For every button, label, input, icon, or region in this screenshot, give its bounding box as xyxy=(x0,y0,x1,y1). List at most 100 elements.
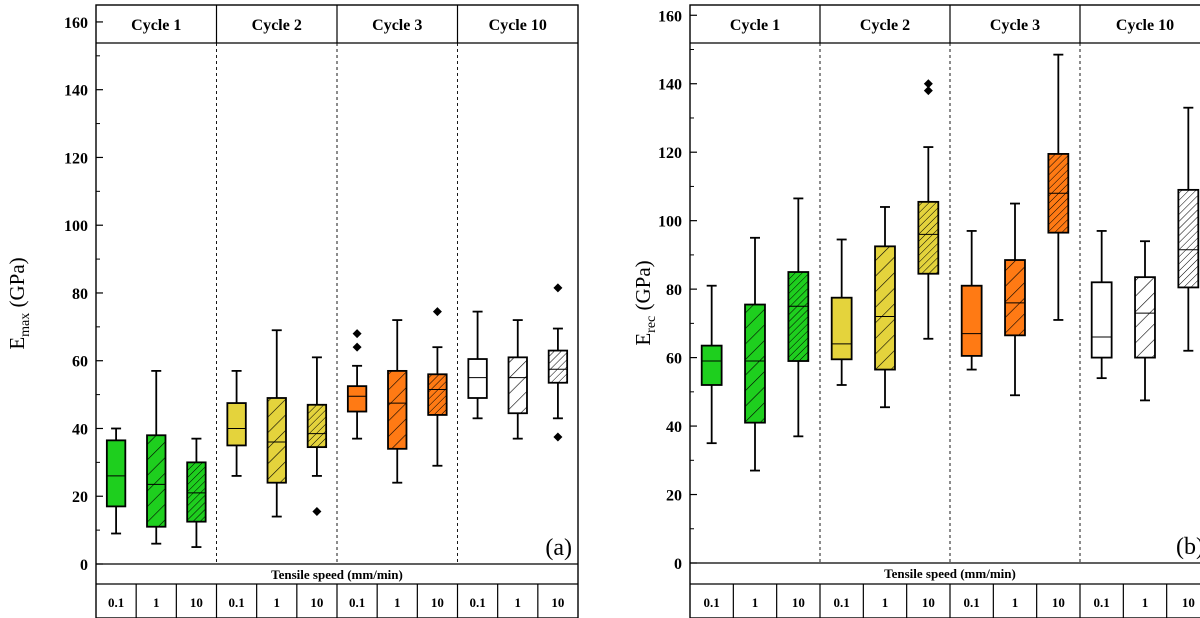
speed-label: 0.1 xyxy=(964,595,980,610)
box-hatch xyxy=(548,350,568,383)
group-header: Cycle 10 xyxy=(1116,17,1174,34)
box-hatch xyxy=(788,272,809,362)
speed-label: 10 xyxy=(190,595,203,610)
box-fill xyxy=(1091,282,1112,358)
x-axis-title: Tensile speed (mm/min) xyxy=(271,567,403,582)
y-tick-label: 100 xyxy=(658,214,682,231)
y-tick-label: 20 xyxy=(666,488,682,505)
box-outline xyxy=(1004,259,1026,337)
box-plot xyxy=(1047,53,1070,321)
box-outline xyxy=(1090,281,1113,359)
plot-frame xyxy=(689,4,1200,618)
box-plot xyxy=(830,238,853,386)
speed-label: 1 xyxy=(882,595,889,610)
y-tick-label: 120 xyxy=(658,145,682,162)
speed-label: 10 xyxy=(551,595,564,610)
y-tick-label: 140 xyxy=(658,77,682,94)
y-axis-title-main: E xyxy=(631,333,655,346)
box-outline xyxy=(507,356,528,415)
speed-label: 1 xyxy=(1142,595,1149,610)
box-fill xyxy=(961,285,982,356)
y-axis-title: Erec (GPa) xyxy=(631,260,659,345)
group-header: Cycle 2 xyxy=(252,17,302,34)
box-outline xyxy=(467,358,488,399)
box-outline xyxy=(306,403,328,449)
outlier-marker xyxy=(352,329,362,339)
y-axis-title-sub: rec xyxy=(644,316,659,333)
speed-label: 0.1 xyxy=(834,595,850,610)
y-tick-label: 20 xyxy=(72,489,88,506)
y-axis-title-unit: (GPa) xyxy=(631,260,655,315)
box-outline xyxy=(387,369,408,450)
box-plot xyxy=(346,329,368,440)
outlier-marker xyxy=(352,342,362,352)
y-tick-label: 80 xyxy=(72,286,88,303)
box-plot xyxy=(1090,230,1113,380)
speed-label: 0.1 xyxy=(349,595,365,610)
box-hatch xyxy=(875,246,895,370)
box-fill xyxy=(347,386,367,412)
box-outline xyxy=(146,434,167,528)
box-plot xyxy=(306,356,328,516)
box-outline xyxy=(874,245,896,371)
box-plot xyxy=(467,310,488,420)
box-hatch xyxy=(267,397,286,483)
box-hatch xyxy=(745,304,765,423)
box-plot xyxy=(387,319,408,484)
y-tick-label: 100 xyxy=(64,218,88,235)
y-tick-label: 140 xyxy=(64,83,88,100)
group-header: Cycle 2 xyxy=(860,17,910,34)
outlier-marker xyxy=(923,86,933,96)
box-plot xyxy=(960,230,983,371)
speed-label: 1 xyxy=(274,595,281,610)
speed-label: 1 xyxy=(153,595,160,610)
box-outline xyxy=(1177,188,1200,289)
x-axis-title: Tensile speed (mm/min) xyxy=(884,566,1016,581)
y-axis-title-sub: max xyxy=(18,313,33,337)
outlier-marker xyxy=(432,307,442,317)
box-fill xyxy=(831,297,852,360)
box-hatch xyxy=(1135,277,1155,358)
box-hatch xyxy=(508,357,527,414)
box-hatch xyxy=(918,201,939,274)
box-fill xyxy=(227,403,246,446)
speed-label: 0.1 xyxy=(228,595,244,610)
group-header: Cycle 1 xyxy=(131,17,181,34)
speed-label: 1 xyxy=(752,595,759,610)
box-plot xyxy=(427,307,448,467)
y-tick-label: 160 xyxy=(64,15,88,32)
speed-label: 1 xyxy=(515,595,522,610)
box-plot xyxy=(186,437,207,548)
box-outline xyxy=(105,439,127,508)
box-hatch xyxy=(428,374,447,415)
box-plot xyxy=(146,369,167,545)
speed-label: 10 xyxy=(310,595,323,610)
box-outline xyxy=(266,397,287,484)
panel-b: Cycle 1 Cycle 2 Cycle 3 Cycle 100.1 1 10 0.1 1 1… xyxy=(631,4,1200,618)
box-plot xyxy=(700,284,723,445)
box-plot xyxy=(507,319,528,440)
group-header: Cycle 10 xyxy=(489,17,547,34)
box-hatch xyxy=(187,462,206,522)
speed-label: 10 xyxy=(1182,595,1195,610)
speed-label: 1 xyxy=(394,595,401,610)
y-axis-title-unit: (GPa) xyxy=(5,257,29,312)
outlier-marker xyxy=(553,432,563,442)
box-hatch xyxy=(1005,260,1025,336)
plot-frame xyxy=(95,4,579,618)
speed-label: 0.1 xyxy=(469,595,485,610)
box-outline xyxy=(960,284,983,357)
box-plot xyxy=(547,283,569,442)
box-outline xyxy=(547,349,569,384)
y-axis-title-main: E xyxy=(5,337,29,350)
outlier-marker xyxy=(923,79,933,89)
box-plot xyxy=(744,236,766,472)
speed-label: 0.1 xyxy=(108,595,124,610)
box-plot xyxy=(787,197,810,438)
speed-label: 10 xyxy=(792,595,805,610)
y-tick-label: 0 xyxy=(674,556,682,573)
speed-label: 1 xyxy=(1012,595,1019,610)
box-plot xyxy=(1134,240,1156,402)
box-outline xyxy=(744,303,766,424)
